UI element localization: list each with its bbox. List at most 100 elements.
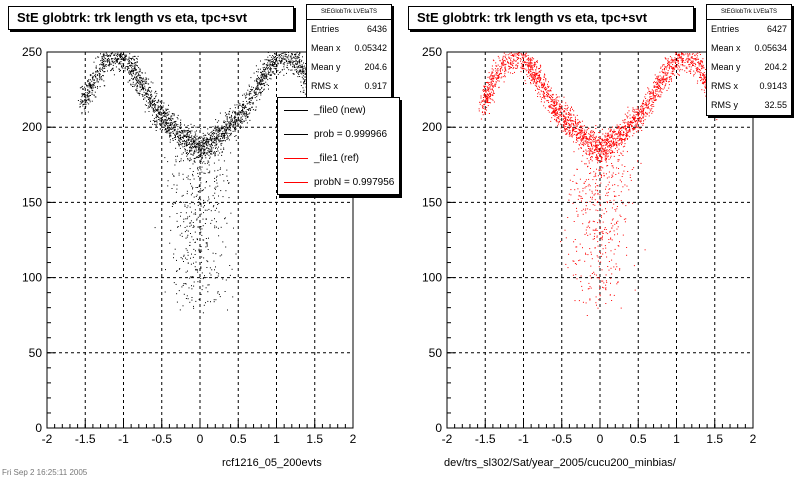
scatter-point (180, 160, 182, 162)
scatter-point (568, 123, 570, 125)
scatter-point (176, 293, 178, 295)
scatter-point (278, 59, 280, 61)
scatter-point (225, 129, 227, 131)
scatter-point (271, 64, 273, 66)
scatter-point (194, 142, 196, 144)
left-stats-row: Mean x 0.05342 (307, 39, 391, 58)
scatter-point (496, 72, 498, 74)
scatter-point (563, 115, 565, 117)
scatter-point (87, 111, 89, 113)
scatter-point (186, 225, 188, 227)
scatter-point (227, 135, 228, 137)
scatter-point (190, 146, 192, 148)
scatter-point (95, 72, 97, 74)
scatter-point (591, 148, 593, 150)
scatter-point (207, 147, 209, 149)
scatter-point (151, 95, 153, 97)
scatter-point (496, 65, 497, 67)
scatter-point (490, 84, 492, 86)
scatter-point (576, 139, 578, 140)
scatter-point (304, 73, 306, 75)
scatter-point (89, 82, 91, 84)
scatter-point (543, 101, 545, 103)
scatter-point (202, 143, 204, 145)
scatter-point (253, 90, 255, 92)
scatter-point (625, 137, 627, 139)
scatter-point (604, 149, 606, 151)
scatter-point (609, 141, 611, 142)
scatter-point (103, 57, 105, 59)
scatter-point (571, 120, 573, 122)
scatter-point (661, 88, 663, 90)
scatter-point (260, 82, 262, 84)
scatter-point (219, 296, 221, 298)
scatter-point (234, 115, 236, 117)
scatter-point (217, 136, 219, 138)
scatter-point (240, 121, 242, 123)
scatter-point (251, 86, 253, 88)
scatter-point (85, 103, 87, 105)
scatter-point (600, 148, 602, 150)
scatter-point (215, 151, 217, 152)
scatter-point (201, 140, 203, 142)
scatter-point (255, 93, 257, 95)
scatter-point (263, 73, 265, 75)
scatter-point (544, 95, 546, 97)
scatter-point (521, 53, 523, 55)
scatter-point (206, 139, 208, 141)
scatter-point (185, 248, 187, 250)
scatter-point (577, 140, 579, 142)
scatter-point (251, 106, 253, 108)
scatter-point (487, 81, 489, 83)
scatter-point (508, 63, 510, 65)
scatter-point (697, 71, 699, 73)
scatter-point (491, 72, 493, 74)
scatter-point (187, 134, 189, 136)
scatter-point (497, 64, 499, 66)
scatter-point (623, 132, 624, 134)
scatter-point (199, 138, 201, 139)
scatter-point (249, 93, 251, 94)
scatter-point (627, 131, 629, 133)
scatter-point (192, 187, 194, 189)
scatter-point (668, 80, 670, 82)
scatter-point (242, 110, 243, 112)
scatter-point (641, 130, 643, 131)
scatter-point (621, 142, 623, 144)
scatter-point (180, 127, 182, 129)
scatter-point (170, 229, 172, 231)
left-stats-name: StEGlobTrk LVEtaTS (307, 5, 391, 20)
scatter-point (615, 141, 617, 143)
scatter-point (245, 112, 247, 114)
scatter-point (175, 135, 176, 137)
scatter-point (618, 125, 620, 127)
scatter-point (137, 65, 138, 67)
scatter-point (209, 135, 211, 136)
scatter-point (576, 136, 578, 138)
scatter-point (116, 59, 118, 61)
scatter-point (647, 106, 649, 108)
scatter-point (578, 120, 580, 122)
scatter-point (507, 71, 509, 73)
scatter-point (268, 71, 270, 73)
scatter-point (185, 283, 187, 285)
scatter-point (216, 131, 218, 133)
scatter-point (535, 89, 536, 91)
scatter-point (645, 102, 647, 103)
scatter-point (194, 146, 196, 148)
scatter-point (243, 120, 245, 122)
scatter-point (133, 70, 134, 72)
scatter-point (246, 94, 248, 96)
scatter-point (174, 122, 176, 124)
scatter-point (547, 83, 548, 85)
scatter-point (220, 167, 221, 169)
scatter-point (534, 72, 535, 74)
scatter-point (296, 66, 298, 68)
scatter-point (129, 65, 130, 67)
scatter-point (221, 151, 223, 153)
scatter-point (133, 86, 135, 87)
scatter-point (83, 103, 84, 105)
scatter-point (200, 142, 202, 144)
scatter-point (145, 93, 147, 95)
scatter-point (492, 85, 494, 87)
